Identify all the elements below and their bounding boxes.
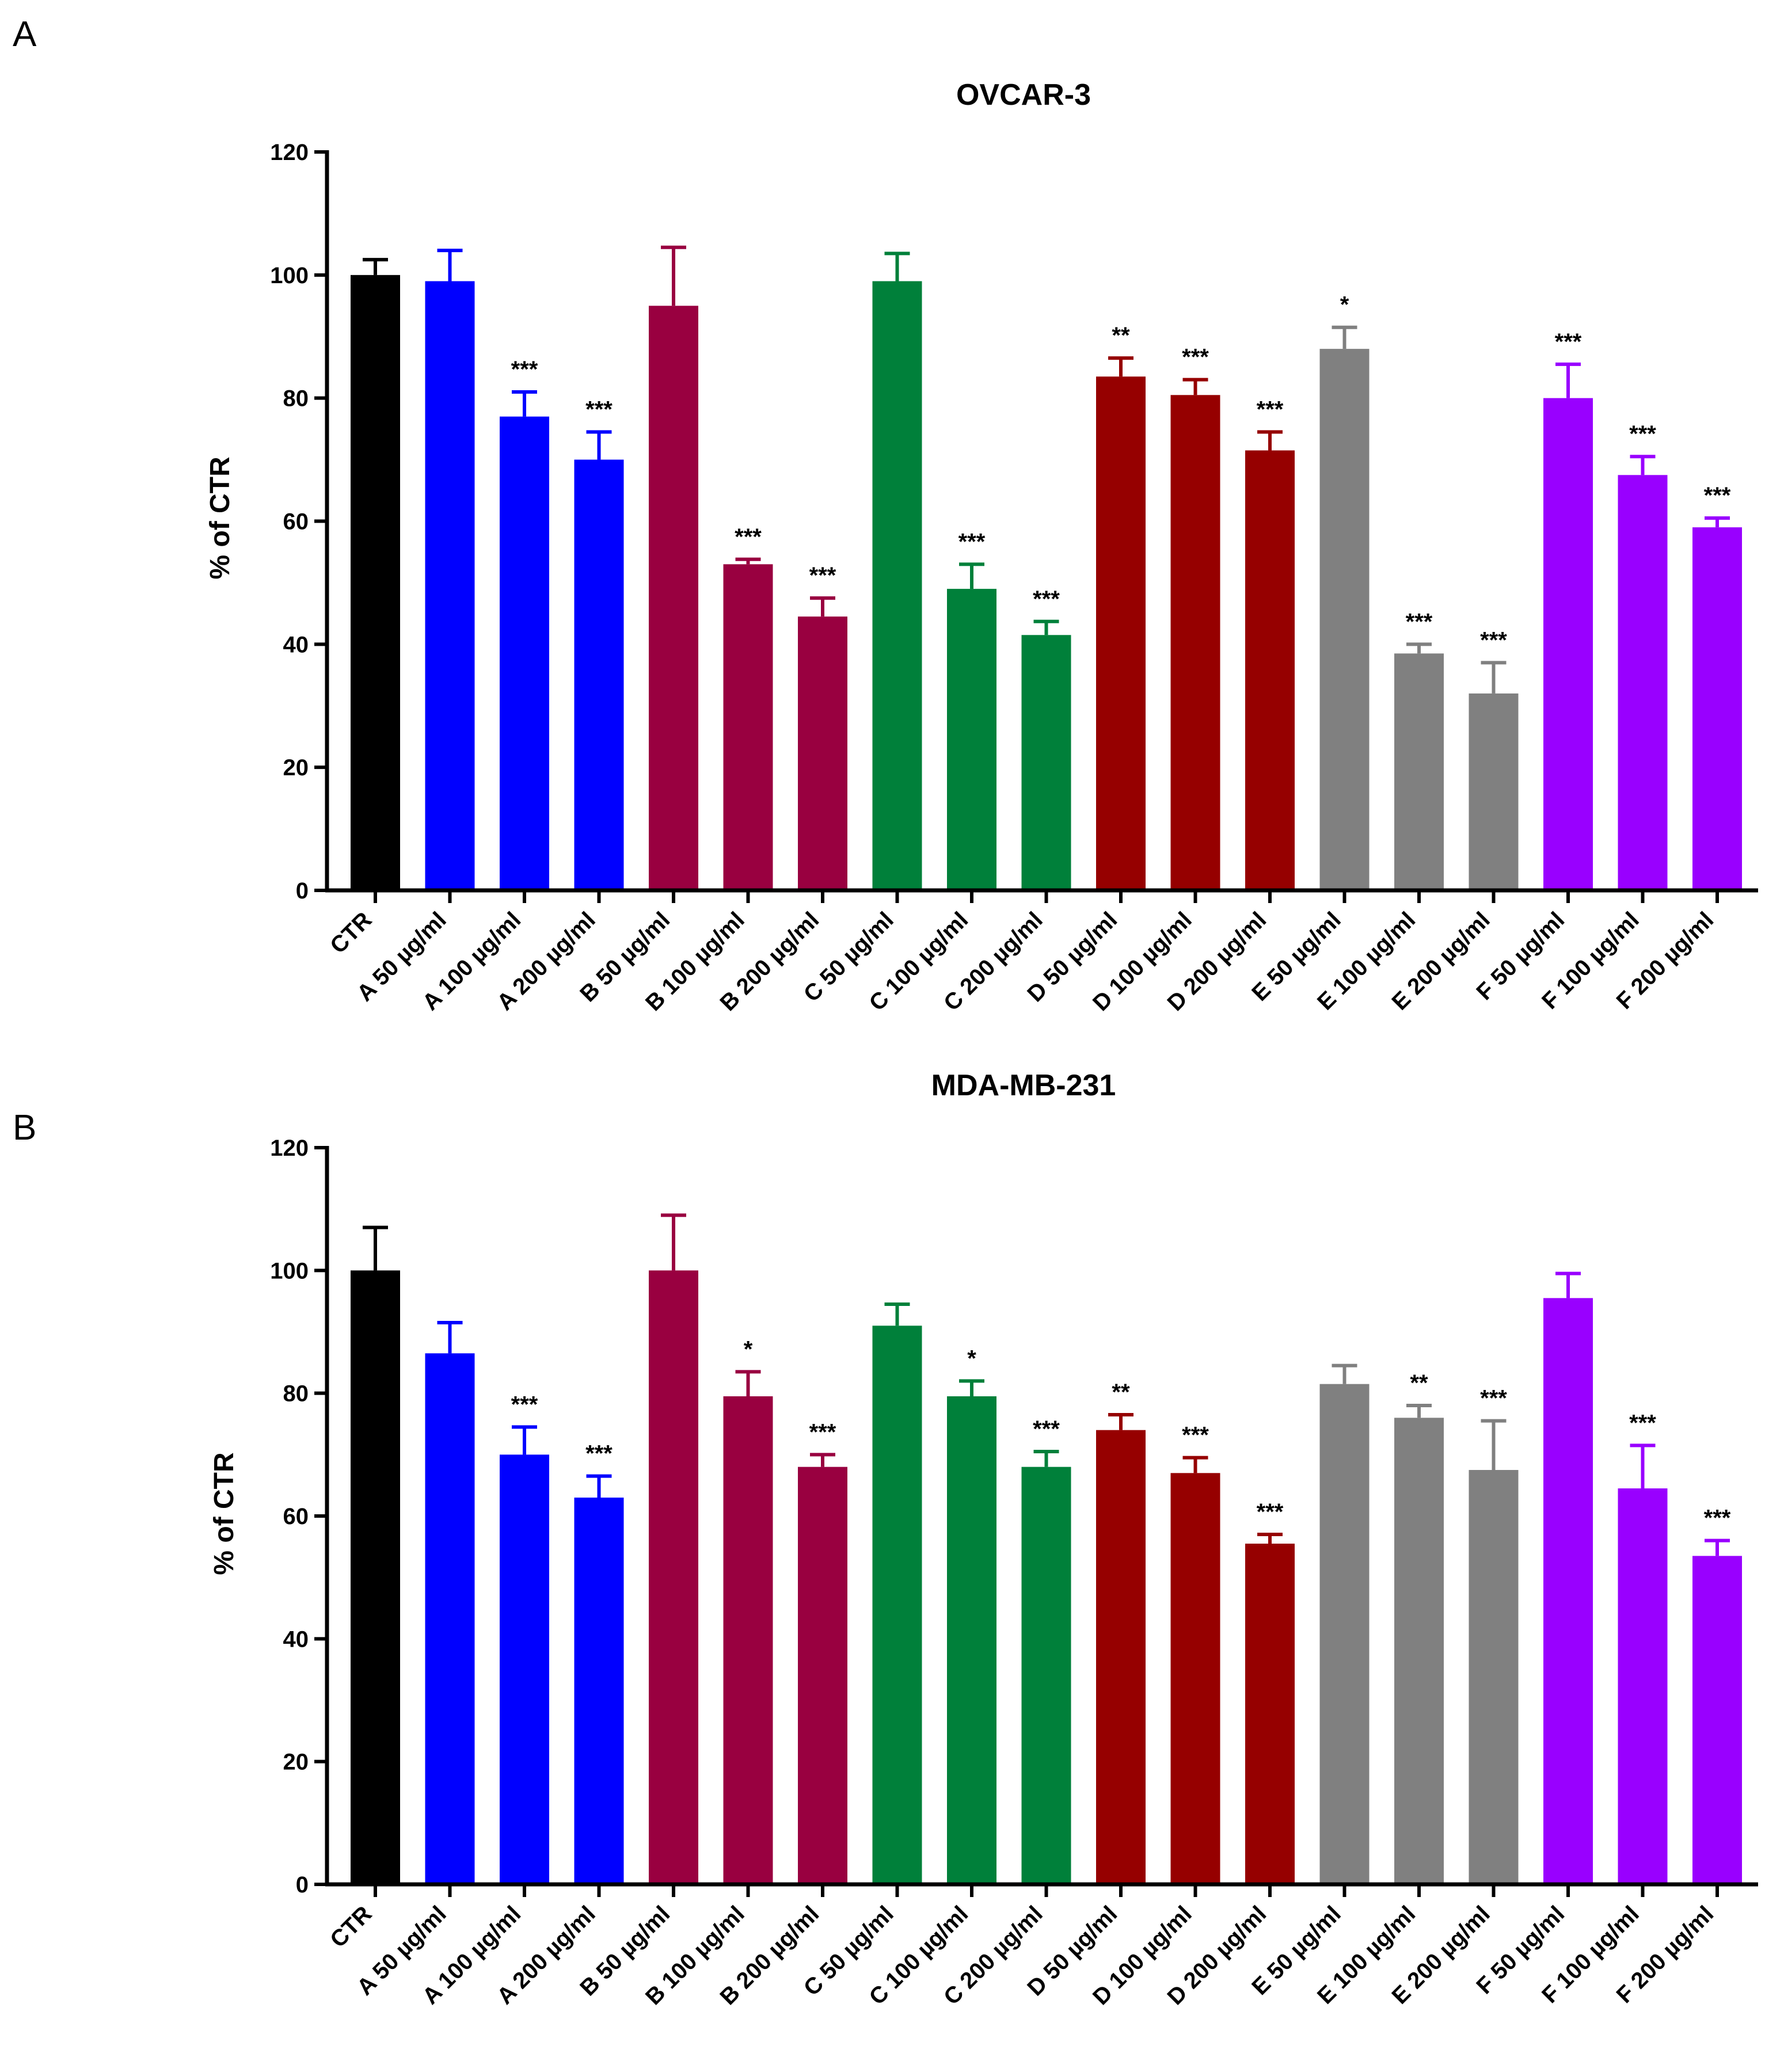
significance-label: *** [1629, 421, 1656, 447]
significance-label: ** [1112, 323, 1130, 348]
y-tick-label: 60 [283, 509, 309, 535]
significance-label: *** [1257, 397, 1284, 422]
significance-label: *** [1182, 1423, 1209, 1448]
y-tick-label: 80 [283, 1381, 309, 1407]
bar [351, 275, 400, 890]
significance-label: * [967, 1346, 976, 1371]
panel-letter: A [13, 14, 37, 54]
panel-letter: B [13, 1108, 36, 1148]
bar [1692, 527, 1742, 890]
bar [1319, 1384, 1370, 1884]
bar [574, 459, 624, 890]
y-tick-label: 120 [270, 140, 309, 165]
bar [1394, 653, 1444, 890]
bar [1543, 1298, 1593, 1884]
significance-label: *** [1182, 345, 1209, 370]
y-tick-label: 100 [270, 1258, 309, 1283]
x-tick-label: CTR [325, 1901, 376, 1952]
bar [1021, 635, 1071, 890]
bar [1394, 1418, 1444, 1884]
bar [723, 1396, 773, 1884]
bar [425, 1353, 475, 1884]
bar [351, 1270, 400, 1884]
y-tick-label: 0 [296, 1872, 309, 1898]
significance-label: *** [735, 524, 762, 550]
bar [1543, 398, 1593, 890]
significance-label: *** [1704, 483, 1731, 508]
bar [947, 589, 996, 890]
bar [1245, 450, 1295, 890]
bar [1692, 1556, 1742, 1884]
bar [1469, 693, 1519, 890]
bar [1096, 1430, 1146, 1884]
significance-label: *** [1629, 1410, 1656, 1435]
y-tick-label: 80 [283, 386, 309, 412]
significance-label: * [1340, 292, 1349, 318]
y-tick-label: 0 [296, 878, 309, 904]
bar [649, 1270, 698, 1884]
significance-label: *** [809, 563, 836, 588]
chart-title: OVCAR-3 [956, 78, 1091, 112]
bar [872, 1326, 922, 1884]
significance-label: *** [809, 1419, 836, 1445]
significance-label: *** [1704, 1506, 1731, 1531]
bar [947, 1396, 996, 1884]
y-tick-label: 40 [283, 632, 309, 657]
significance-label: *** [511, 1392, 538, 1417]
bar [1096, 376, 1146, 890]
significance-label: *** [1033, 1416, 1060, 1442]
significance-label: *** [958, 529, 986, 554]
significance-label: *** [1033, 586, 1060, 612]
y-tick-label: 20 [283, 1750, 309, 1775]
significance-label: ** [1410, 1370, 1428, 1396]
bar [723, 564, 773, 890]
bar [1170, 395, 1220, 890]
bar [574, 1498, 624, 1884]
y-axis-label: % of CTR [209, 1452, 239, 1575]
significance-label: *** [585, 1441, 613, 1467]
bar [500, 416, 549, 890]
bar [1319, 349, 1370, 890]
bar [872, 281, 922, 890]
significance-label: *** [1480, 1386, 1507, 1411]
significance-label: * [744, 1336, 753, 1362]
significance-label: *** [1257, 1499, 1284, 1525]
bar [1170, 1473, 1220, 1884]
chart-title: MDA-MB-231 [931, 1069, 1116, 1102]
bar [500, 1454, 549, 1884]
bar [798, 616, 847, 890]
y-tick-label: 40 [283, 1627, 309, 1652]
y-tick-label: 100 [270, 263, 309, 288]
significance-label: *** [585, 397, 613, 422]
significance-label: *** [511, 357, 538, 382]
bar [425, 281, 475, 890]
y-axis-label: % of CTR [205, 456, 235, 579]
bar [1245, 1544, 1295, 1884]
bar [1618, 1488, 1668, 1884]
y-tick-label: 120 [270, 1136, 309, 1161]
bar [1469, 1470, 1519, 1884]
significance-label: *** [1406, 609, 1433, 634]
significance-label: *** [1480, 627, 1507, 653]
bar [1021, 1467, 1071, 1884]
bar [798, 1467, 847, 1884]
significance-label: *** [1555, 329, 1582, 355]
bar [649, 306, 698, 890]
bar [1618, 475, 1668, 890]
significance-label: ** [1112, 1380, 1130, 1405]
panel-b: B MDA-MB-231 % of CTR 0 20 40 60 80 100 120 CTR… [13, 1069, 1758, 2010]
y-tick-label: 20 [283, 755, 309, 780]
x-tick-label: CTR [325, 907, 376, 958]
y-tick-label: 60 [283, 1504, 309, 1529]
